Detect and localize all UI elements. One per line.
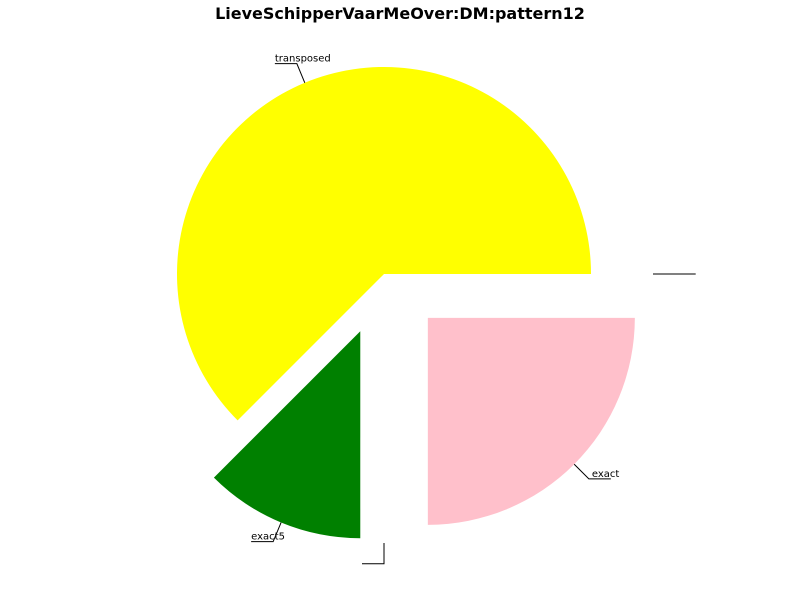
leader-line-empty-2 (362, 543, 385, 565)
slice-label-transposed: transposed (275, 54, 331, 65)
pie-slices (177, 67, 635, 539)
pie-slice-transposed (177, 67, 592, 421)
pie-slice-exact (427, 317, 635, 525)
leader-line-exact (573, 463, 611, 480)
leader-line-transposed (274, 63, 306, 83)
chart-title: LieveSchipperVaarMeOver:DM:pattern12 (215, 4, 585, 23)
pie-labels: transposed exact5 exact (251, 54, 696, 565)
slice-label-exact: exact (592, 469, 620, 480)
pie-slice-exact5 (213, 331, 361, 539)
slice-label-exact5: exact5 (251, 532, 285, 543)
leader-line-exact5 (251, 522, 282, 543)
